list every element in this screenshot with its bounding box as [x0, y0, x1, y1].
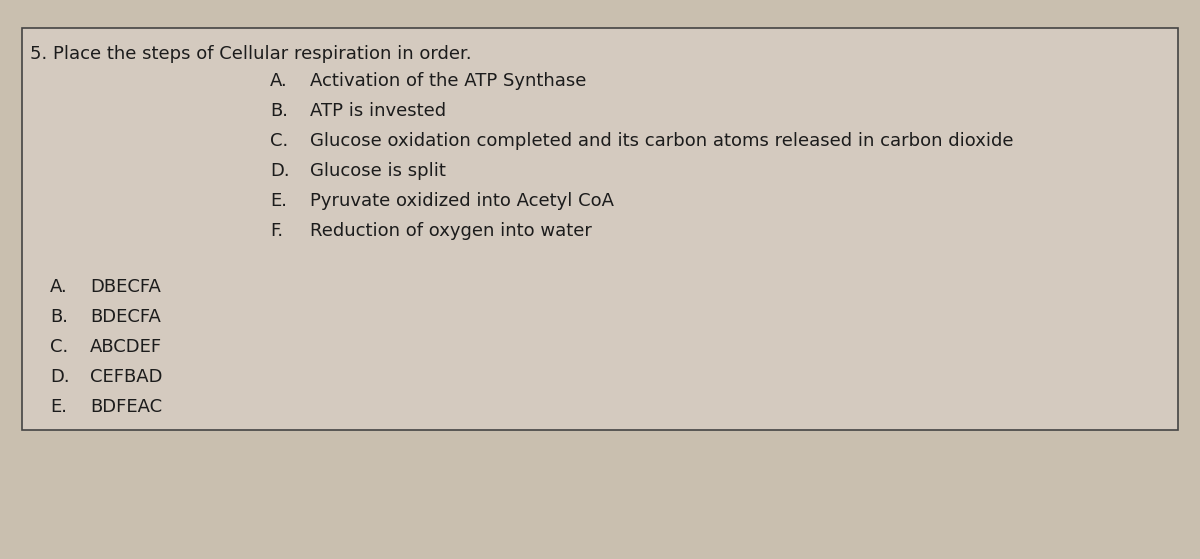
Text: C.: C.: [270, 132, 288, 150]
Text: E.: E.: [270, 192, 287, 210]
Text: D.: D.: [50, 368, 70, 386]
Text: Reduction of oxygen into water: Reduction of oxygen into water: [310, 222, 592, 240]
Text: B.: B.: [270, 102, 288, 120]
Text: D.: D.: [270, 162, 289, 180]
Text: C.: C.: [50, 338, 68, 356]
Text: ABCDEF: ABCDEF: [90, 338, 162, 356]
Text: Pyruvate oxidized into Acetyl CoA: Pyruvate oxidized into Acetyl CoA: [310, 192, 614, 210]
Text: Glucose oxidation completed and its carbon atoms released in carbon dioxide: Glucose oxidation completed and its carb…: [310, 132, 1014, 150]
Text: B.: B.: [50, 308, 68, 326]
Text: E.: E.: [50, 398, 67, 416]
Text: F.: F.: [270, 222, 283, 240]
Text: DBECFA: DBECFA: [90, 278, 161, 296]
Text: BDECFA: BDECFA: [90, 308, 161, 326]
Text: A.: A.: [50, 278, 67, 296]
Text: ATP is invested: ATP is invested: [310, 102, 446, 120]
Text: Glucose is split: Glucose is split: [310, 162, 446, 180]
Text: A.: A.: [270, 72, 288, 90]
Text: BDFEAC: BDFEAC: [90, 398, 162, 416]
Text: 5. Place the steps of Cellular respiration in order.: 5. Place the steps of Cellular respirati…: [30, 45, 472, 63]
Text: CEFBAD: CEFBAD: [90, 368, 162, 386]
Text: Activation of the ATP Synthase: Activation of the ATP Synthase: [310, 72, 587, 90]
FancyBboxPatch shape: [22, 28, 1178, 430]
